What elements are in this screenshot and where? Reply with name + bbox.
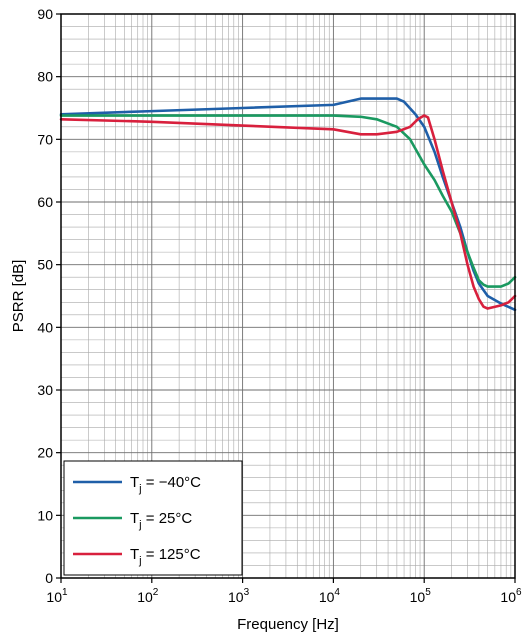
x-tick-label-2: 103 [228,587,250,605]
y-axis-ticks: 0 10 20 30 40 50 60 70 80 90 [37,6,61,586]
y-tick-label-4: 40 [37,319,53,335]
legend-label-0: Tj = −40°C [130,474,201,495]
x-tick-label-0: 101 [46,587,68,605]
series-line-1 [59,114,517,288]
series-line-2 [59,114,517,310]
y-tick-label-3: 30 [37,382,53,398]
y-tick-label-7: 70 [37,131,53,147]
y-tick-label-2: 20 [37,445,53,461]
y-tick-label-6: 60 [37,194,53,210]
legend-label-1: Tj = 25°C [130,510,192,531]
series-layer [59,97,517,312]
legend-label-2: Tj = 125°C [130,546,201,567]
x-tick-label-3: 104 [319,587,341,605]
series-line-0 [59,97,517,312]
y-tick-label-5: 50 [37,257,53,273]
y-tick-label-8: 80 [37,69,53,85]
y-tick-label-0: 0 [45,570,53,586]
y-tick-label-9: 90 [37,6,53,22]
x-tick-label-4: 105 [410,587,432,605]
plot-frame [60,13,516,579]
x-tick-label-5: 106 [500,587,522,605]
x-axis-label: Frequency [Hz] [237,616,339,633]
y-axis-label: PSRR [dB] [10,260,27,333]
legend: Tj = −40°C Tj = 25°C Tj = 125°C [63,460,243,576]
y-tick-label-1: 10 [37,507,53,523]
x-axis-ticks: 101 102 103 104 105 106 [46,578,522,605]
x-tick-label-1: 102 [137,587,159,605]
